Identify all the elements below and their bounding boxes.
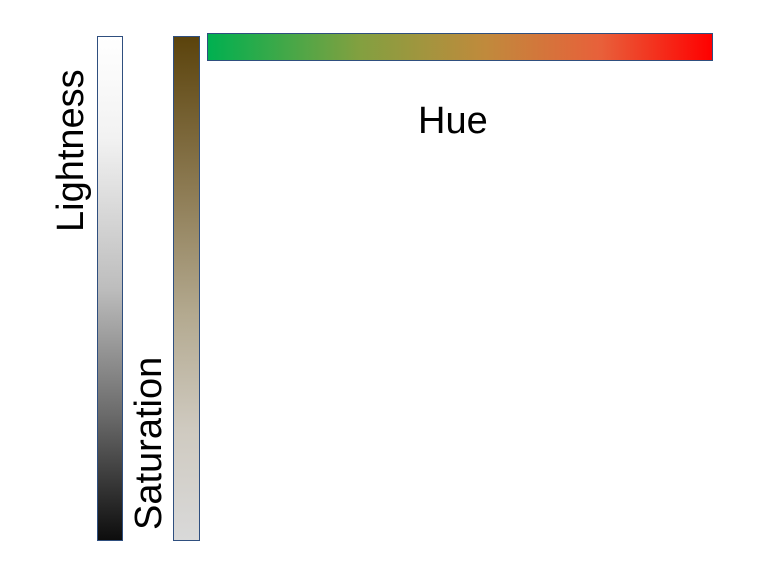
- lightness-gradient-bar: [97, 36, 123, 541]
- lightness-label: Lightness: [50, 69, 92, 232]
- hue-gradient-bar: [207, 33, 713, 61]
- saturation-label: Saturation: [128, 356, 170, 530]
- hue-label: Hue: [418, 100, 488, 142]
- saturation-gradient-bar: [173, 36, 200, 541]
